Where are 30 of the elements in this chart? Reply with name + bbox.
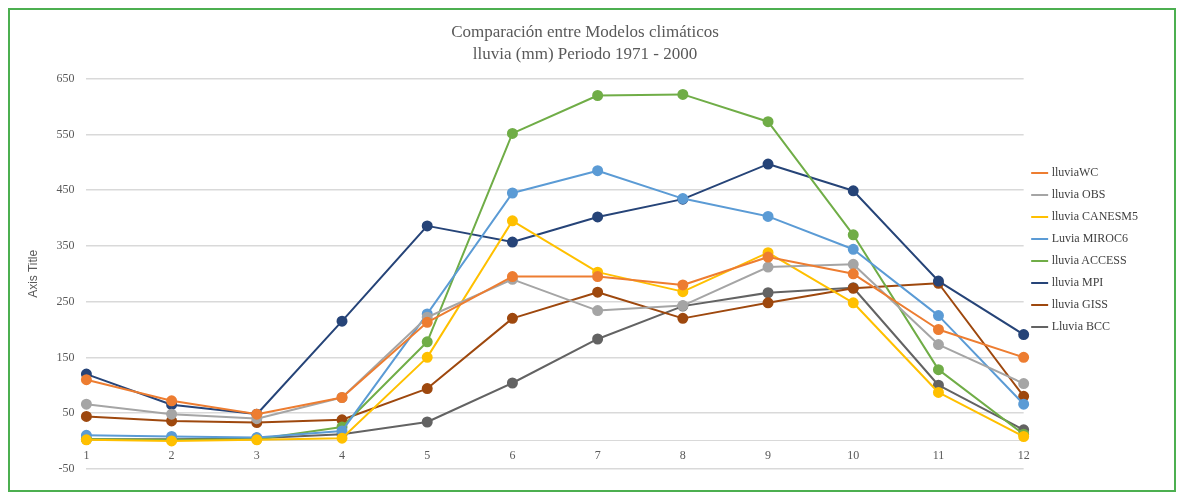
legend-label: lluvia CANESM5 xyxy=(1051,209,1139,224)
x-tick-label: 7 xyxy=(594,448,601,463)
legend-label: lluviaWC xyxy=(1051,165,1099,180)
x-tick-label: 1 xyxy=(83,448,90,463)
legend-label: lluvia OBS xyxy=(1051,187,1106,202)
y-tick-label: 350 xyxy=(56,238,75,253)
y-tick-label: 550 xyxy=(56,126,75,141)
legend-label: lluvia ACCESS xyxy=(1051,253,1127,268)
legend-label: Lluvia BCC xyxy=(1051,319,1111,334)
y-tick-label: 50 xyxy=(62,405,75,420)
x-tick-label: 10 xyxy=(847,448,860,463)
chart-title: Comparación entre Modelos climáticos xyxy=(451,21,719,41)
x-tick-label: 8 xyxy=(679,448,686,463)
y-tick-label: -50 xyxy=(58,460,75,475)
x-tick-label: 2 xyxy=(168,448,175,463)
x-tick-label: 11 xyxy=(932,448,945,463)
x-tick-label: 12 xyxy=(1017,448,1030,463)
y-axis-title: Axis Title xyxy=(25,249,40,298)
x-tick-label: 3 xyxy=(253,448,260,463)
y-tick-label: 450 xyxy=(56,182,75,197)
x-tick-label: 5 xyxy=(424,448,431,463)
x-tick-label: 9 xyxy=(765,448,772,463)
y-tick-label: 150 xyxy=(56,349,75,364)
legend-label: lluvia GISS xyxy=(1051,297,1109,312)
x-tick-label: 6 xyxy=(509,448,516,463)
y-tick-label: 250 xyxy=(56,293,75,308)
legend-label: Luvia MIROC6 xyxy=(1051,231,1129,246)
x-tick-label: 4 xyxy=(339,448,346,463)
legend-label: lluvia MPI xyxy=(1051,275,1104,290)
y-tick-label: 650 xyxy=(56,70,75,85)
